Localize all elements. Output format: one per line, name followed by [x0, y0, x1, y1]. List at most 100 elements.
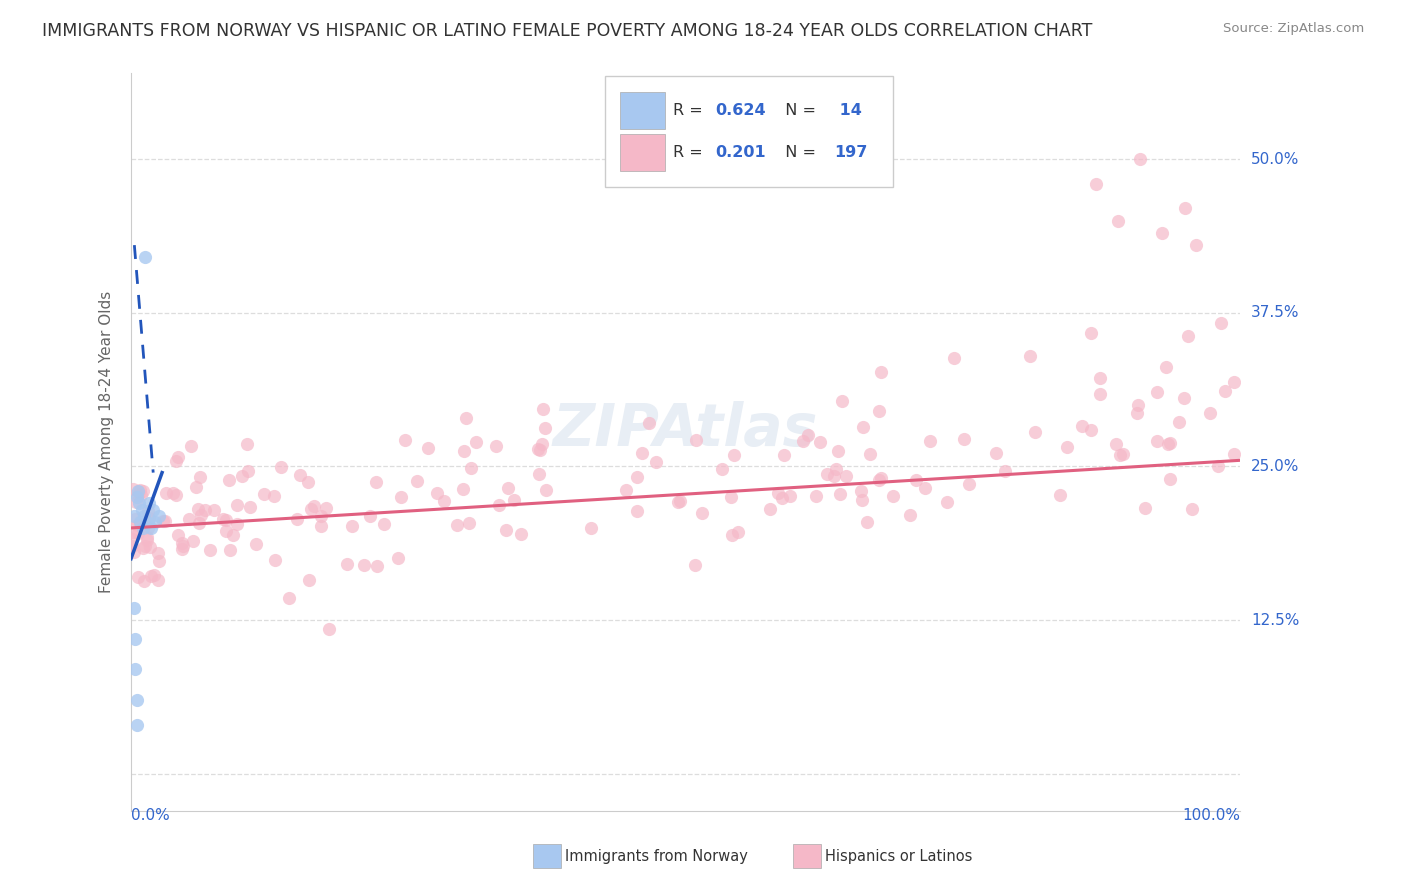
Point: [342, 519, 364, 533]
Point: [135, 533, 157, 547]
Point: [1223, 447, 1246, 461]
Point: [214, 524, 236, 538]
Point: [1071, 418, 1094, 433]
Point: [711, 462, 734, 476]
Point: [1104, 437, 1126, 451]
Point: [183, 534, 205, 549]
Point: [1090, 387, 1112, 401]
Point: [138, 510, 160, 524]
Point: [165, 488, 187, 502]
Point: [298, 573, 321, 587]
Point: [170, 535, 193, 549]
Text: 37.5%: 37.5%: [1251, 305, 1299, 320]
Point: [138, 540, 160, 554]
Point: [433, 493, 456, 508]
Point: [302, 499, 325, 513]
Point: [952, 433, 974, 447]
Point: [1125, 406, 1147, 420]
Point: [236, 464, 259, 478]
Point: [416, 441, 439, 455]
Point: [453, 444, 475, 458]
Point: [177, 512, 200, 526]
Point: [1159, 435, 1181, 450]
Point: [129, 488, 152, 502]
Point: [194, 502, 217, 516]
Point: [870, 471, 893, 485]
Point: [815, 467, 838, 481]
Point: [202, 503, 225, 517]
Point: [851, 493, 873, 508]
Point: [245, 537, 267, 551]
Point: [766, 486, 789, 500]
Point: [1146, 434, 1168, 448]
Point: [121, 539, 143, 553]
Point: [645, 455, 668, 469]
Point: [127, 525, 149, 540]
Point: [1107, 213, 1129, 227]
Point: [166, 450, 188, 464]
Point: [225, 498, 247, 512]
Point: [335, 558, 357, 572]
Point: [690, 506, 713, 520]
Text: Source: ZipAtlas.com: Source: ZipAtlas.com: [1223, 22, 1364, 36]
Point: [1135, 501, 1157, 516]
Point: [426, 485, 449, 500]
Text: 50.0%: 50.0%: [1251, 152, 1299, 167]
Point: [366, 559, 388, 574]
Point: [270, 459, 292, 474]
Point: [146, 546, 169, 560]
Point: [139, 521, 162, 535]
Point: [835, 469, 858, 483]
Point: [187, 516, 209, 531]
Point: [723, 448, 745, 462]
Point: [364, 475, 387, 489]
Point: [172, 541, 194, 556]
Point: [529, 443, 551, 458]
Point: [162, 485, 184, 500]
Point: [510, 526, 533, 541]
Point: [1080, 423, 1102, 437]
Point: [852, 419, 875, 434]
Point: [132, 484, 155, 499]
Point: [1112, 447, 1135, 461]
Point: [1084, 177, 1107, 191]
Point: [614, 483, 637, 497]
Point: [579, 521, 602, 535]
Point: [127, 484, 149, 499]
Point: [128, 496, 150, 510]
Point: [1184, 238, 1206, 252]
Point: [1177, 329, 1199, 343]
Point: [527, 467, 550, 481]
Point: [855, 516, 877, 530]
Point: [882, 489, 904, 503]
Point: [125, 494, 148, 508]
Point: [353, 558, 375, 572]
Point: [127, 569, 149, 583]
Text: 25.0%: 25.0%: [1251, 459, 1299, 474]
Point: [145, 515, 167, 529]
Point: [1154, 360, 1177, 375]
Text: Immigrants from Norway: Immigrants from Norway: [565, 849, 748, 863]
Point: [188, 469, 211, 483]
Point: [920, 434, 942, 448]
Point: [1223, 376, 1246, 390]
Point: [155, 486, 177, 500]
Point: [134, 508, 156, 523]
Point: [134, 251, 156, 265]
Point: [148, 554, 170, 568]
Point: [827, 443, 849, 458]
Point: [721, 528, 744, 542]
Point: [127, 518, 149, 533]
Point: [125, 717, 148, 731]
Text: 0.0%: 0.0%: [131, 808, 170, 823]
Point: [758, 502, 780, 516]
Point: [859, 447, 882, 461]
Point: [172, 540, 194, 554]
Point: [637, 416, 659, 430]
Point: [984, 446, 1007, 460]
Point: [1056, 440, 1078, 454]
Point: [165, 454, 187, 468]
Point: [263, 489, 285, 503]
Point: [125, 693, 148, 707]
Point: [198, 542, 221, 557]
